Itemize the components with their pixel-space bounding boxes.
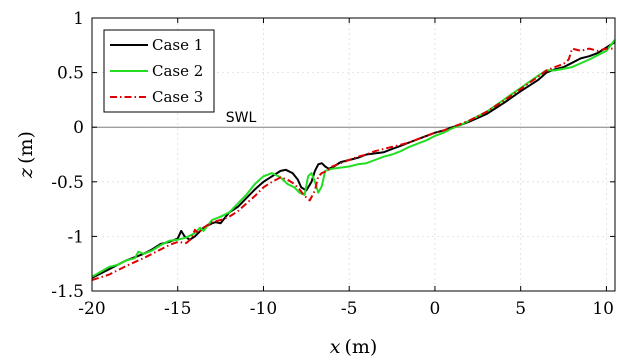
legend-label-2: Case 2 [152, 62, 203, 80]
x-tick-label: 10 [592, 299, 614, 319]
y-axis-label: z (m) [15, 131, 37, 179]
plot-frame [91, 17, 616, 292]
y-tick-label: 1 [73, 9, 84, 29]
y-tick-label: 0 [73, 118, 84, 138]
series-line-1 [91, 41, 616, 279]
x-tick-label: -10 [250, 299, 277, 319]
series-line-3 [91, 47, 615, 282]
x-axis-unit: (m) [344, 336, 377, 358]
x-tick-label: -15 [164, 299, 191, 319]
legend-label-3: Case 3 [152, 88, 203, 106]
x-tick-label: 0 [430, 299, 441, 319]
y-tick-label: -1.5 [51, 282, 84, 302]
y-tick-label: 0.5 [57, 64, 84, 84]
tick-labels: -20 -15 -10 -5 0 5 10 -1.5 -1 -0.5 0 0.5 1 [51, 9, 614, 319]
x-axis-label: x (m) [330, 336, 378, 358]
x-axis-variable: x [330, 336, 341, 358]
y-tick-label: -1 [67, 227, 84, 247]
swl-label: SWL [226, 110, 257, 126]
x-tick-label: -5 [341, 299, 358, 319]
x-tick-label: -20 [78, 299, 105, 319]
y-axis-variable: z [15, 167, 37, 179]
axes [91, 17, 616, 292]
y-tick-label: -0.5 [51, 173, 84, 193]
legend: Case 1 Case 2 Case 3 [103, 29, 215, 113]
series-group [91, 39, 616, 282]
legend-label-1: Case 1 [152, 36, 203, 54]
y-axis-unit: (m) [15, 131, 37, 164]
x-tick-label: 5 [515, 299, 526, 319]
